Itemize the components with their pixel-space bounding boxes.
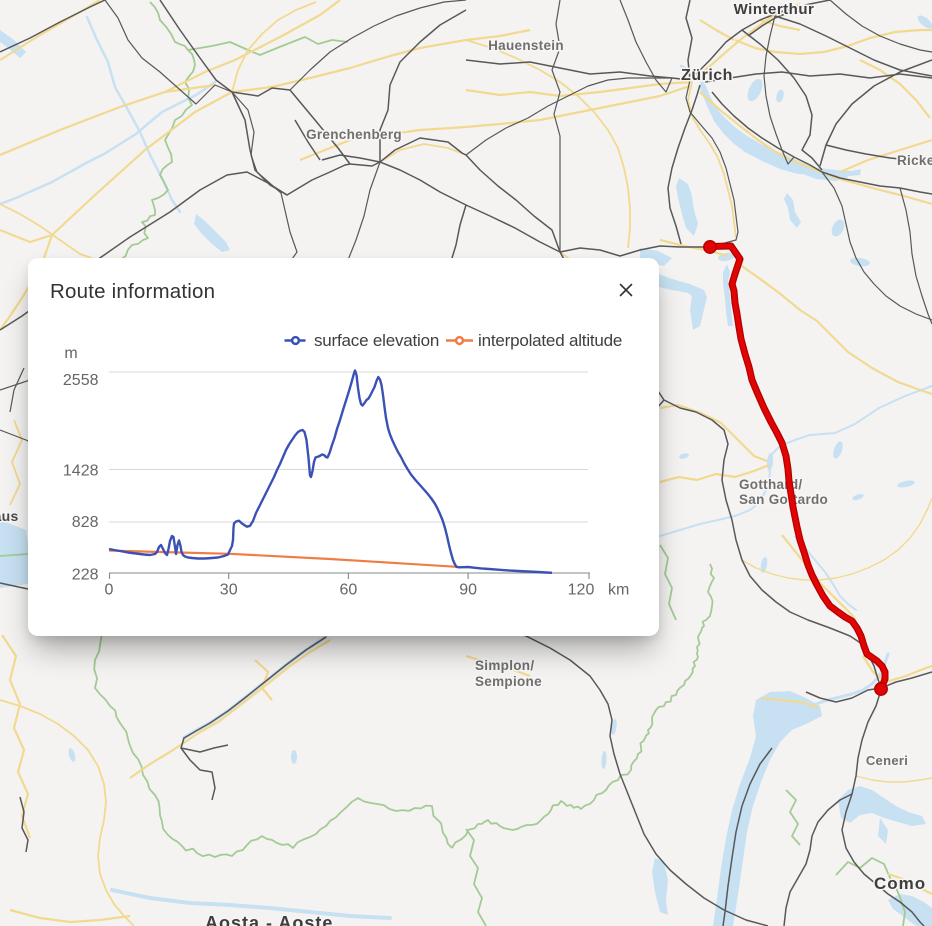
- svg-text:Klaus: Klaus: [0, 508, 19, 524]
- svg-text:Grenchenberg: Grenchenberg: [306, 127, 402, 142]
- svg-text:Como: Como: [874, 874, 926, 893]
- svg-text:Ceneri: Ceneri: [866, 753, 908, 768]
- svg-text:Hauenstein: Hauenstein: [488, 38, 564, 53]
- svg-text:Simplon/: Simplon/: [475, 658, 534, 673]
- svg-text:828: 828: [72, 514, 99, 531]
- svg-text:228: 228: [72, 567, 99, 584]
- svg-text:interpolated altitude: interpolated altitude: [478, 331, 622, 350]
- svg-text:120: 120: [568, 582, 595, 599]
- svg-text:Aosta - Aoste: Aosta - Aoste: [205, 913, 333, 926]
- svg-text:1428: 1428: [63, 463, 99, 480]
- svg-text:90: 90: [459, 582, 477, 599]
- svg-text:0: 0: [105, 582, 114, 599]
- svg-text:Winterthur: Winterthur: [734, 1, 815, 18]
- svg-text:Sempione: Sempione: [475, 674, 542, 689]
- svg-text:San Gottardo: San Gottardo: [739, 492, 828, 507]
- svg-text:Ricken: Ricken: [897, 153, 932, 168]
- svg-text:surface elevation: surface elevation: [314, 331, 439, 350]
- svg-text:m: m: [64, 345, 77, 362]
- svg-text:Zürich: Zürich: [681, 67, 733, 84]
- svg-text:2558: 2558: [63, 372, 99, 389]
- svg-text:60: 60: [340, 582, 358, 599]
- svg-text:30: 30: [220, 582, 238, 599]
- svg-text:km: km: [608, 582, 629, 599]
